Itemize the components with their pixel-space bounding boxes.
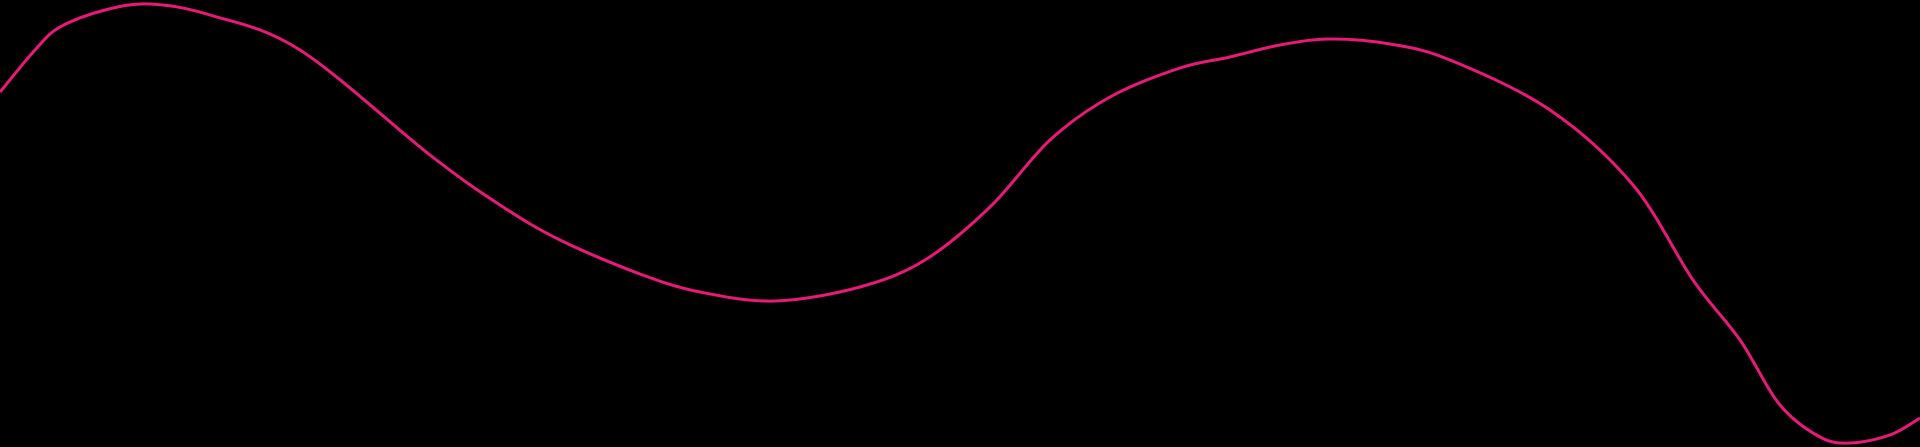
wave-curve-svg bbox=[0, 2, 1920, 445]
canvas-background bbox=[0, 2, 1920, 445]
wave-curve-line bbox=[0, 2, 1920, 445]
